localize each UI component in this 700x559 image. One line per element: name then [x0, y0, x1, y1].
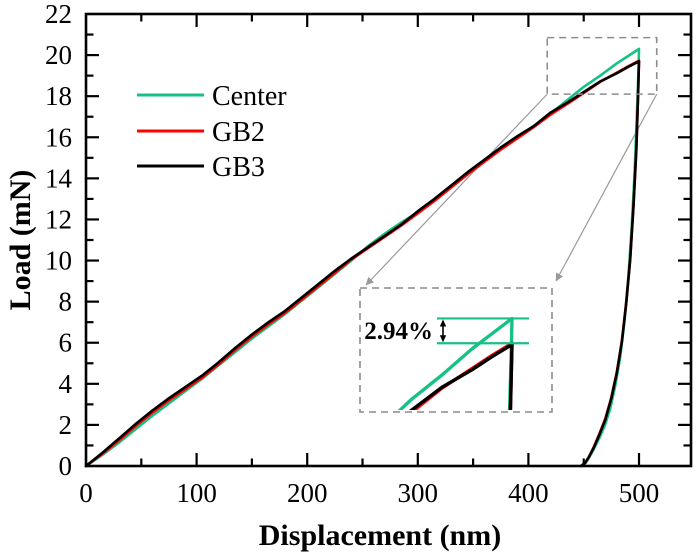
inset-box — [359, 287, 553, 413]
x-tick-label: 0 — [79, 478, 93, 508]
x-tick-label: 100 — [176, 478, 217, 508]
inset-percent-label: 2.94% — [364, 318, 433, 345]
y-tick-label: 20 — [45, 40, 72, 70]
legend-label-gb2: GB2 — [212, 117, 265, 148]
x-tick-label: 400 — [508, 478, 549, 508]
zoom-leader-right — [555, 93, 658, 282]
x-tick-label: 300 — [398, 478, 439, 508]
legend-label-center: Center — [212, 81, 287, 112]
curve-gb3 — [84, 60, 641, 468]
zoom-leader-left — [365, 93, 548, 286]
y-axis-title: Load (mN) — [4, 170, 37, 311]
y-tick-label: 16 — [45, 122, 72, 152]
diff-arrow-up-head — [439, 319, 447, 327]
legend-label-gb3: GB3 — [212, 152, 265, 183]
zoom-source-box — [546, 36, 658, 95]
y-tick-label: 8 — [59, 287, 73, 317]
y-tick-label: 2 — [59, 410, 73, 440]
y-tick-label: 14 — [45, 163, 73, 193]
y-tick-label: 4 — [59, 369, 73, 399]
y-tick-label: 6 — [59, 328, 73, 358]
x-axis-title: Displacement (nm) — [259, 519, 501, 552]
y-tick-label: 0 — [59, 451, 73, 481]
y-tick-label: 12 — [45, 204, 72, 234]
x-tick-label: 500 — [619, 478, 660, 508]
diff-arrow-down-head — [439, 335, 447, 343]
y-tick-label: 22 — [45, 0, 72, 29]
y-tick-label: 10 — [45, 246, 72, 276]
x-tick-label: 200 — [287, 478, 328, 508]
y-tick-label: 18 — [45, 81, 72, 111]
